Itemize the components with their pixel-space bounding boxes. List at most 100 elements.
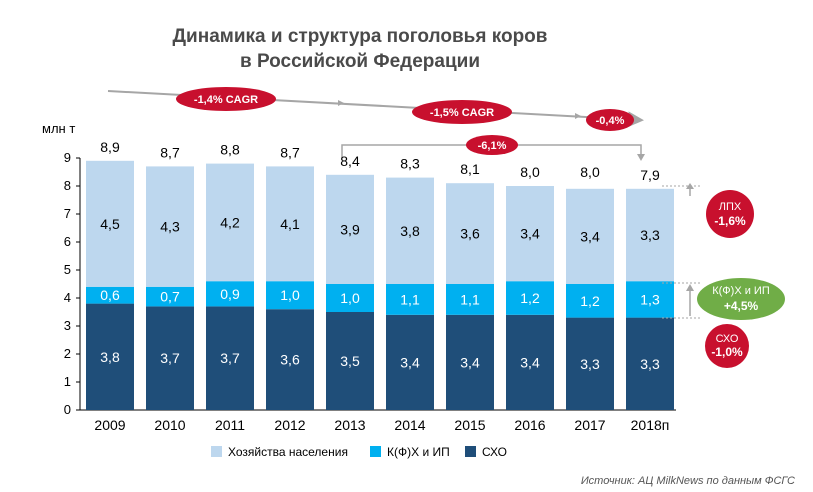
y-tick-label: 6 bbox=[64, 234, 71, 249]
segment-label-agri: 3,7 bbox=[220, 350, 240, 366]
y-tick-label: 0 bbox=[64, 402, 71, 417]
segment-label-agri: 3,3 bbox=[640, 356, 660, 372]
bar-segment-farms bbox=[86, 286, 134, 304]
segment-label-farms: 1,2 bbox=[580, 293, 600, 309]
segment-label-households: 3,4 bbox=[520, 226, 540, 242]
households-badge-value: -1,6% bbox=[714, 214, 746, 228]
data-labels: 3,8 0,6 4,5 8,9 2009 3,7 0,7 4,3 8,7 2010 3,7 0,9 4,… bbox=[94, 139, 669, 433]
farms-change-badge: К(Ф)Х и ИП +4,5% bbox=[697, 278, 785, 320]
bar-segment-farms bbox=[446, 284, 494, 315]
y-tick-label: 2 bbox=[64, 346, 71, 361]
cagr-arrow-tick-2 bbox=[575, 113, 581, 119]
chart-title-line-1: Динамика и структура поголовья коров bbox=[173, 26, 548, 47]
bar-total-label: 8,8 bbox=[220, 142, 240, 158]
last-year-change-pill: -0,4% bbox=[586, 109, 634, 131]
x-tick-label: 2015 bbox=[454, 417, 485, 433]
segment-label-agri: 3,3 bbox=[580, 356, 600, 372]
bar-segment-agri bbox=[626, 317, 674, 410]
bar-segment-farms bbox=[626, 281, 674, 318]
segment-label-agri: 3,7 bbox=[160, 350, 180, 366]
segment-label-farms: 0,9 bbox=[220, 286, 240, 302]
y-tick-label: 1 bbox=[64, 374, 71, 389]
segment-label-agri: 3,6 bbox=[280, 352, 300, 368]
bar-total-label: 8,7 bbox=[280, 144, 300, 160]
stacked-bars bbox=[86, 160, 674, 410]
households-badge-label: ЛПХ bbox=[719, 201, 742, 213]
bar-segment-households bbox=[506, 186, 554, 282]
x-tick-label: 2010 bbox=[154, 417, 185, 433]
bar-segment-agri bbox=[386, 314, 434, 410]
bar-total-label: 8,0 bbox=[580, 164, 600, 180]
x-tick-label: 2011 bbox=[215, 417, 245, 433]
segment-label-households: 3,9 bbox=[340, 221, 360, 237]
y-tick-label: 4 bbox=[64, 290, 71, 305]
y-tick-label: 9 bbox=[64, 150, 71, 165]
bar-segment-households bbox=[206, 163, 254, 282]
bar-total-label: 8,4 bbox=[340, 153, 360, 169]
farms-badge-label: К(Ф)Х и ИП bbox=[712, 285, 770, 297]
y-axis-unit-label: млн т bbox=[42, 121, 75, 136]
y-axis-ticks: 0 1 2 3 4 5 6 7 8 9 bbox=[64, 150, 80, 417]
agri-badge-label: СХО bbox=[716, 333, 739, 345]
segment-label-farms: 1,0 bbox=[280, 287, 300, 303]
y-tick-label: 3 bbox=[64, 318, 71, 333]
x-tick-label: 2009 bbox=[94, 417, 125, 433]
segment-label-households: 3,6 bbox=[460, 226, 480, 242]
bar-total-label: 7,9 bbox=[640, 167, 660, 183]
segment-label-agri: 3,4 bbox=[520, 354, 540, 370]
bar-total-label: 8,1 bbox=[460, 161, 480, 177]
segment-label-agri: 3,5 bbox=[340, 353, 360, 369]
x-tick-label: 2012 bbox=[274, 417, 305, 433]
bar-segment-households bbox=[146, 166, 194, 287]
y-tick-label: 7 bbox=[64, 206, 71, 221]
x-tick-label: 2016 bbox=[514, 417, 545, 433]
segment-label-households: 3,4 bbox=[580, 228, 600, 244]
y-tick-label: 5 bbox=[64, 262, 71, 277]
bar-total-label: 8,9 bbox=[100, 139, 120, 155]
chart-title-line-2: в Российской Федерации bbox=[240, 51, 480, 72]
segment-label-agri: 3,4 bbox=[460, 354, 480, 370]
change-2013-2018-text: -6,1% bbox=[478, 140, 507, 152]
legend: Хозяйства населения К(Ф)Х и ИП СХО bbox=[211, 445, 507, 459]
segment-label-farms: 1,1 bbox=[400, 291, 420, 307]
segment-label-farms: 1,2 bbox=[520, 290, 540, 306]
cagr-arrow-tick-1 bbox=[338, 100, 344, 106]
bar-segment-households bbox=[626, 188, 674, 282]
segment-label-farms: 0,6 bbox=[100, 287, 120, 303]
bar-segment-farms bbox=[506, 281, 554, 315]
y-tick-label: 8 bbox=[64, 178, 71, 193]
segment-label-households: 4,5 bbox=[100, 216, 120, 232]
bar-segment-households bbox=[386, 177, 434, 284]
bar-segment-farms bbox=[386, 284, 434, 315]
bar-segment-agri bbox=[146, 306, 194, 410]
bar-segment-households bbox=[326, 174, 374, 284]
bar-segment-farms bbox=[326, 284, 374, 312]
last-year-change-text: -0,4% bbox=[596, 115, 625, 127]
agri-change-badge: СХО -1,0% bbox=[705, 324, 749, 368]
segment-label-farms: 1,1 bbox=[460, 291, 480, 307]
households-change-badge: ЛПХ -1,6% bbox=[706, 190, 754, 238]
cagr-pill-1: -1,4% CAGR bbox=[176, 87, 276, 111]
cagr-pill-2-text: -1,5% CAGR bbox=[430, 107, 494, 119]
bar-segment-farms bbox=[566, 284, 614, 318]
bar-segment-agri bbox=[446, 314, 494, 410]
source-note: Источник: АЦ MilkNews по данным ФСГС bbox=[581, 475, 795, 487]
legend-label-households: Хозяйства населения bbox=[228, 445, 348, 459]
x-tick-label: 2017 bbox=[574, 417, 605, 433]
segment-label-households: 4,3 bbox=[160, 219, 180, 235]
bar-total-label: 8,0 bbox=[520, 164, 540, 180]
bar-segment-farms bbox=[146, 286, 194, 307]
bar-total-label: 8,7 bbox=[160, 144, 180, 160]
bar-segment-agri bbox=[86, 303, 134, 410]
bar-segment-farms bbox=[206, 281, 254, 307]
segment-label-farms: 0,7 bbox=[160, 289, 180, 305]
bar-segment-households bbox=[86, 160, 134, 287]
bar-segment-agri bbox=[566, 317, 614, 410]
bar-segment-farms bbox=[266, 281, 314, 310]
bar-segment-households bbox=[446, 183, 494, 284]
segment-label-farms: 1,3 bbox=[640, 291, 660, 307]
x-tick-label: 2018п bbox=[631, 417, 670, 433]
bar-segment-agri bbox=[206, 306, 254, 410]
segment-label-farms: 1,0 bbox=[340, 290, 360, 306]
x-tick-label: 2013 bbox=[334, 417, 365, 433]
